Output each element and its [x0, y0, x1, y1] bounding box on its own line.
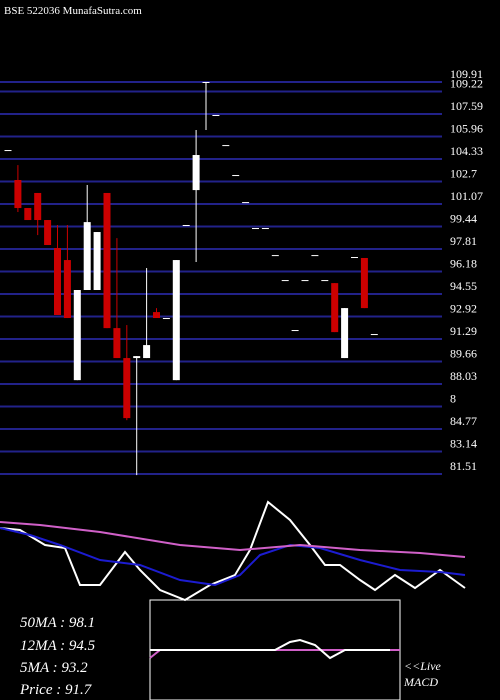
candle-body	[242, 202, 250, 204]
ma-line	[0, 527, 466, 587]
y-tick-label: 84.77	[450, 414, 477, 428]
candle-body	[24, 208, 32, 221]
candle-body	[252, 228, 259, 230]
candle-body	[261, 228, 269, 230]
candle-body	[360, 257, 368, 309]
macd-label: MACD	[403, 675, 438, 689]
y-tick-label: 92.92	[450, 302, 477, 316]
y-tick-label: 8	[450, 392, 456, 406]
candle-body	[14, 180, 22, 209]
y-tick-label: 91.29	[450, 324, 477, 338]
y-tick-label: 99.44	[450, 212, 477, 226]
y-tick-label: 89.66	[450, 347, 477, 361]
y-tick-label: 109.22	[450, 77, 483, 91]
candle-body	[172, 260, 180, 381]
y-tick-label: 104.33	[450, 144, 483, 158]
candle-body	[291, 330, 299, 332]
candle-body	[83, 222, 91, 291]
y-tick-label: 81.51	[450, 459, 477, 473]
candle-body	[271, 255, 279, 257]
candle-body	[133, 356, 141, 359]
live-label: <<Live	[404, 659, 442, 673]
candle-body	[212, 114, 220, 116]
stat-label: 12MA : 94.5	[20, 638, 96, 654]
candle-body	[281, 280, 289, 282]
candle-body	[222, 145, 230, 147]
candle-body	[182, 224, 190, 226]
candle-body	[202, 82, 210, 83]
ma-line	[0, 521, 466, 558]
macd-line	[150, 638, 390, 660]
candle-body	[93, 232, 101, 291]
candle-body	[143, 345, 151, 359]
chart-title: BSE 522036 MunafaSutra.com	[4, 5, 142, 17]
ma-line	[0, 500, 466, 602]
candle-body	[321, 280, 329, 282]
candle-body	[34, 192, 42, 221]
stat-label: 5MA : 93.2	[20, 660, 88, 676]
candle-body	[103, 192, 111, 329]
stat-label: 50MA : 98.1	[20, 615, 95, 631]
candle-body	[341, 308, 349, 359]
candle-body	[192, 155, 200, 191]
y-tick-label: 94.55	[450, 279, 477, 293]
candle-body	[162, 318, 170, 320]
candle-body	[351, 257, 358, 259]
y-tick-label: 83.14	[450, 437, 477, 451]
y-tick-label: 107.59	[450, 99, 483, 113]
y-tick-label: 96.18	[450, 257, 477, 271]
y-tick-label: 101.07	[450, 189, 483, 203]
y-tick-label: 88.03	[450, 369, 477, 383]
candle-body	[153, 312, 160, 319]
candle-body	[63, 260, 71, 319]
candle-body	[44, 220, 52, 246]
candle-body	[54, 248, 61, 315]
stat-label: Price : 91.7	[19, 682, 93, 698]
candle-body	[4, 150, 12, 152]
y-tick-label: 97.81	[450, 234, 477, 248]
candle-body	[331, 283, 339, 333]
y-tick-label: 105.96	[450, 122, 483, 136]
y-tick-label: 109.91	[450, 67, 483, 81]
candle-body	[232, 175, 240, 177]
candle-body	[113, 328, 121, 359]
candle-body	[73, 290, 81, 381]
candle-body	[123, 358, 131, 419]
candle-body	[311, 255, 319, 257]
candle-body	[370, 334, 378, 336]
candle-body	[301, 280, 309, 282]
y-tick-label: 102.7	[450, 167, 477, 181]
